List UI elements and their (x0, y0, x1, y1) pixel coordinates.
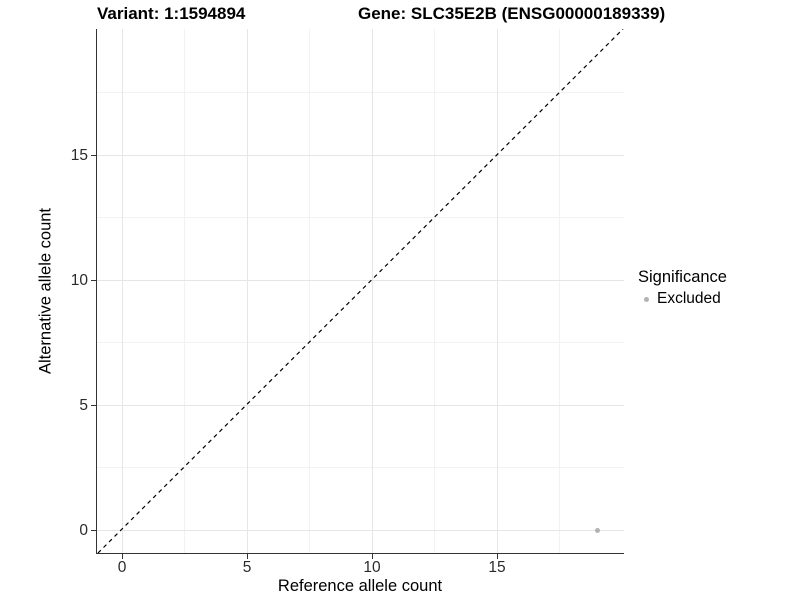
identity-line (97, 29, 624, 553)
variant-title: Variant: 1:1594894 (97, 4, 246, 23)
x-tick-label: 0 (117, 559, 127, 576)
legend-item-excluded: Excluded (638, 290, 798, 308)
legend-item-label: Excluded (657, 290, 721, 307)
x-axis-title: Reference allele count (277, 577, 443, 595)
y-axis-tick (91, 155, 96, 156)
x-axis-tick (372, 554, 373, 559)
x-axis-tick (122, 554, 123, 559)
gridline (97, 217, 624, 218)
legend: Significance Excluded (638, 268, 798, 308)
data-point (594, 527, 600, 533)
gridline (496, 29, 498, 553)
y-tick-label: 5 (79, 396, 88, 414)
x-tick-label: 10 (363, 559, 381, 576)
x-tick-label: 5 (242, 559, 252, 576)
gridline (246, 29, 248, 553)
y-axis-tick (91, 530, 96, 531)
gridline (559, 29, 560, 553)
gridline (97, 529, 624, 531)
gridline (121, 29, 123, 553)
point-swatch-icon (643, 296, 649, 302)
gridline (434, 29, 435, 553)
gridline (97, 279, 624, 281)
legend-title: Significance (638, 268, 727, 286)
plot-panel (96, 29, 624, 554)
x-axis-tick (247, 554, 248, 559)
gridline (97, 92, 624, 93)
legend-key (638, 291, 654, 308)
y-axis-title: Alternative allele count (36, 207, 55, 375)
y-tick-label: 0 (79, 521, 88, 539)
gridline (184, 29, 185, 553)
gene-title: Gene: SLC35E2B (ENSG00000189339) (358, 4, 666, 23)
y-tick-label: 10 (70, 271, 88, 289)
plot-area (97, 29, 624, 553)
x-tick-label: 15 (488, 559, 506, 576)
y-axis-tick (91, 280, 96, 281)
x-axis-tick (497, 554, 498, 559)
y-axis-tick (91, 405, 96, 406)
gridline (97, 467, 624, 468)
gridline (371, 29, 373, 553)
gridline (97, 404, 624, 406)
y-tick-label: 15 (70, 146, 88, 164)
gridline (309, 29, 310, 553)
gridline (97, 342, 624, 343)
gridline (97, 154, 624, 156)
